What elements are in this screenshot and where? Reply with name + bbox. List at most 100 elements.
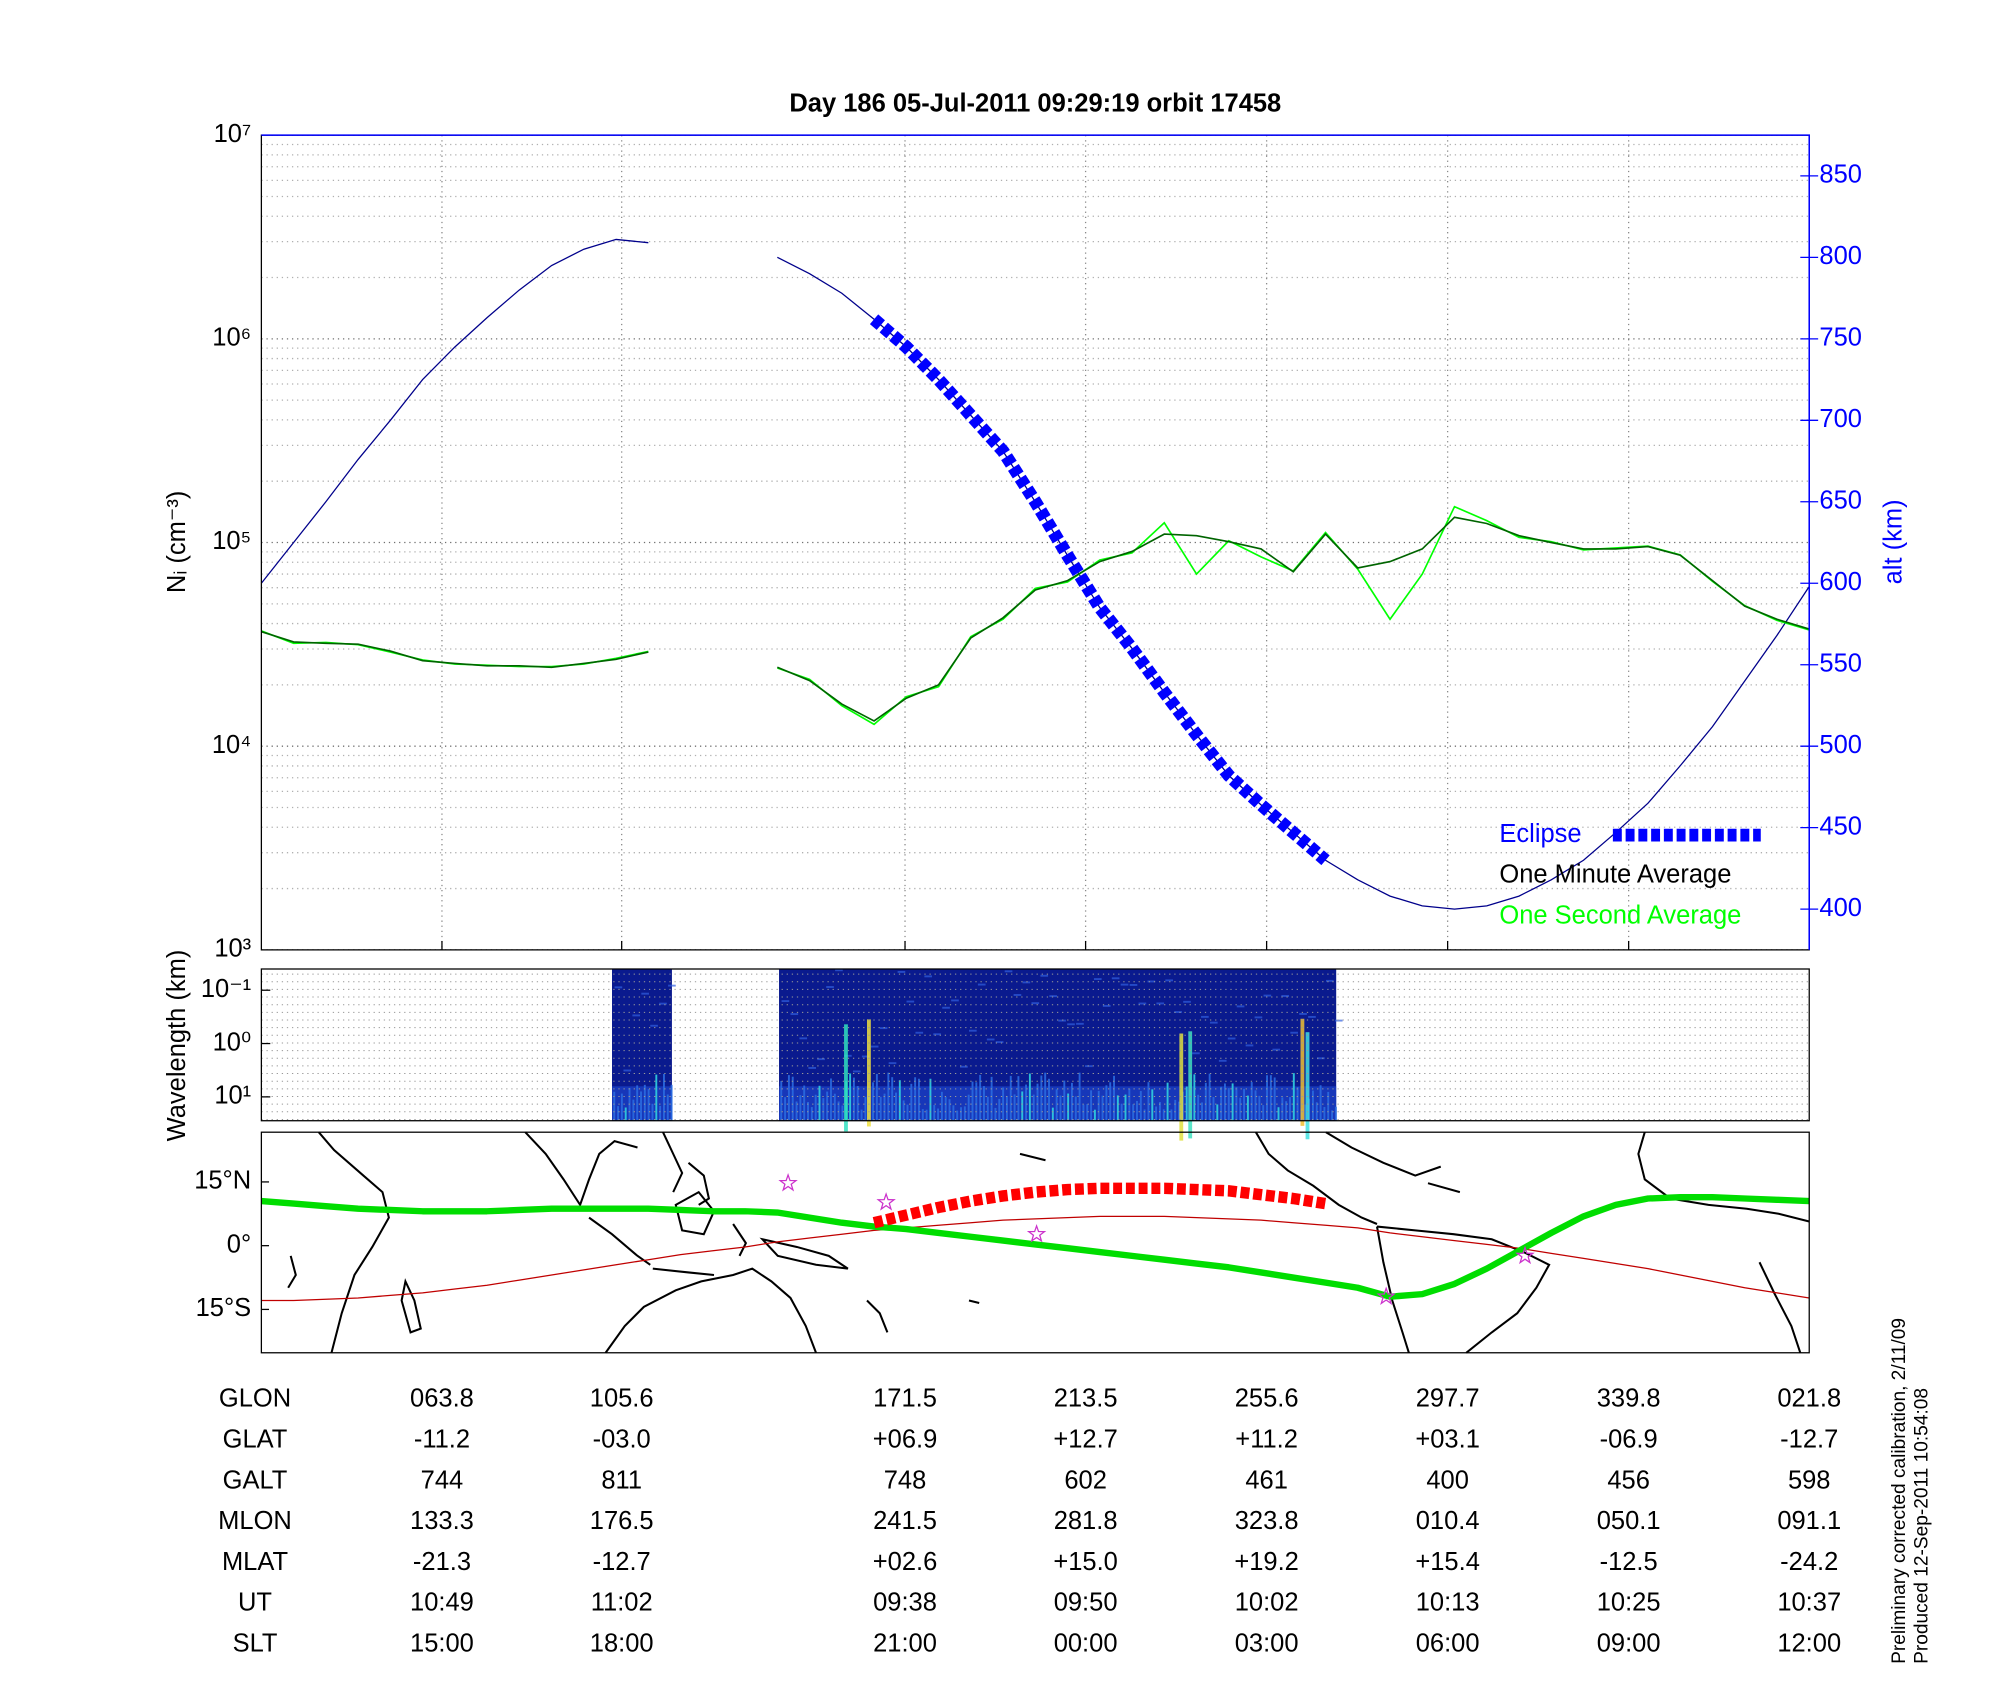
- spectrogram-texture: [790, 1013, 799, 1016]
- spectrogram-texture: [1093, 1109, 1096, 1121]
- spectrogram-texture: [1300, 1018, 1305, 1126]
- table-cell: 010.4: [1416, 1507, 1480, 1535]
- y2-tick-label: 400: [1819, 894, 1862, 922]
- plot-frame: [260, 1131, 1810, 1354]
- spectrogram-texture: [915, 1031, 924, 1034]
- spectrogram-texture: [620, 1093, 623, 1121]
- spectrogram-texture: [944, 1096, 947, 1121]
- series-line: [261, 516, 1810, 722]
- table-cell: 461: [1245, 1466, 1288, 1494]
- spectrogram-texture: [670, 1084, 673, 1121]
- spectrogram-texture: [921, 1109, 924, 1121]
- spectrogram-texture: [1236, 1005, 1245, 1008]
- spectrogram-texture: [852, 1070, 861, 1073]
- spectrogram-texture: [791, 1076, 794, 1121]
- y2-tick-label: 650: [1819, 487, 1862, 515]
- table-cell: 176.5: [590, 1507, 654, 1535]
- table-cell: 339.8: [1597, 1385, 1661, 1413]
- y2-tick-label: 450: [1819, 812, 1862, 840]
- table-cell: 281.8: [1054, 1507, 1118, 1535]
- spectrogram-texture: [1266, 1075, 1268, 1121]
- spectrogram-texture: [659, 1105, 662, 1121]
- spectrogram-texture: [668, 984, 676, 987]
- spectrogram-texture: [1170, 1109, 1173, 1121]
- coastline: [400, 1278, 422, 1334]
- coastline: [687, 1162, 711, 1206]
- star-marker: [778, 1172, 798, 1192]
- table-cell: 456: [1607, 1466, 1650, 1494]
- table-cell: +15.4: [1415, 1548, 1480, 1576]
- table-cell: 241.5: [873, 1507, 937, 1535]
- spectrogram-texture: [1156, 1002, 1165, 1005]
- y-tick-label: 15°S: [196, 1294, 252, 1322]
- spectrogram-texture: [1101, 1095, 1104, 1121]
- spectrogram-texture: [960, 1065, 968, 1068]
- spectrogram-texture: [795, 1101, 798, 1121]
- spectrogram-texture: [1005, 1096, 1008, 1121]
- table-cell: +06.9: [873, 1425, 938, 1453]
- table-cell: -12.5: [1600, 1548, 1658, 1576]
- row-label: GALT: [223, 1466, 288, 1494]
- spectrogram-texture: [925, 1109, 928, 1121]
- spectrogram-texture: [879, 1096, 882, 1121]
- spectrogram-texture: [1025, 1084, 1028, 1121]
- spectrogram-texture: [781, 1000, 790, 1003]
- coastline: [674, 1190, 716, 1236]
- spectrogram-texture: [1116, 1095, 1119, 1121]
- spectrogram-texture: [1132, 1104, 1135, 1121]
- spectrogram-texture: [1292, 1073, 1295, 1121]
- spectrogram-texture: [963, 1106, 966, 1121]
- y-axis-label: Nᵢ (cm⁻³): [163, 491, 191, 593]
- star-marker: [1515, 1245, 1535, 1265]
- table-cell: 11:02: [591, 1589, 653, 1617]
- y-tick-label: 10⁵: [212, 527, 251, 555]
- table-cell: 00:00: [1054, 1629, 1118, 1657]
- spectrogram-texture: [1082, 1104, 1085, 1121]
- spectrogram-texture: [787, 1075, 790, 1121]
- spectrogram-texture: [967, 1094, 970, 1121]
- spectrogram-texture: [818, 1085, 821, 1121]
- coastline: [1254, 1131, 1378, 1225]
- spectrogram-texture: [1326, 979, 1334, 982]
- spectrogram-texture: [1319, 1085, 1322, 1121]
- spectrogram-texture: [951, 999, 959, 1002]
- table-cell: 400: [1426, 1466, 1469, 1494]
- spectrogram-texture: [1224, 1083, 1226, 1121]
- spectrogram-texture: [1272, 1048, 1281, 1051]
- spectrogram-texture: [933, 1033, 941, 1036]
- spectrogram-texture: [895, 1092, 897, 1121]
- y-tick-label: 10⁷: [214, 120, 252, 148]
- spectrogram-texture: [1086, 1104, 1089, 1121]
- y2-tick-label: 850: [1819, 161, 1862, 189]
- spectrogram-texture: [617, 1106, 620, 1121]
- spectrogram-texture: [833, 1093, 836, 1121]
- spectrogram-texture: [1022, 981, 1031, 984]
- table-cell: +12.7: [1053, 1425, 1118, 1453]
- spectrogram-texture: [898, 1080, 901, 1121]
- table-cell: 21:00: [873, 1629, 937, 1657]
- plot-frame: [260, 968, 1810, 1122]
- table-cell: 213.5: [1054, 1385, 1118, 1413]
- spectrogram-texture: [929, 1078, 932, 1121]
- row-label: SLT: [233, 1629, 278, 1657]
- row-label: GLAT: [223, 1425, 288, 1453]
- spectrogram-texture: [1245, 1044, 1254, 1047]
- spectrogram-texture: [1111, 977, 1120, 980]
- table-cell: -06.9: [1600, 1425, 1658, 1453]
- spectrogram-texture: [1263, 994, 1272, 997]
- spectrogram-texture: [1331, 1110, 1334, 1121]
- spectrogram-texture: [1040, 974, 1049, 977]
- spectrogram-texture: [1243, 1088, 1246, 1121]
- y2-tick-label: 750: [1819, 324, 1862, 352]
- table-cell: 10:49: [410, 1589, 474, 1617]
- coastline: [652, 1267, 715, 1277]
- spectrogram-texture: [942, 1006, 950, 1009]
- spectrogram-texture: [1129, 984, 1138, 986]
- spectrogram-texture: [1258, 1095, 1261, 1121]
- spectrogram-texture: [910, 1083, 913, 1121]
- spectrogram-texture: [1074, 1096, 1077, 1121]
- spectrogram-texture: [640, 1091, 642, 1121]
- spectrogram-texture: [856, 1086, 859, 1121]
- spectrogram-texture: [826, 986, 834, 988]
